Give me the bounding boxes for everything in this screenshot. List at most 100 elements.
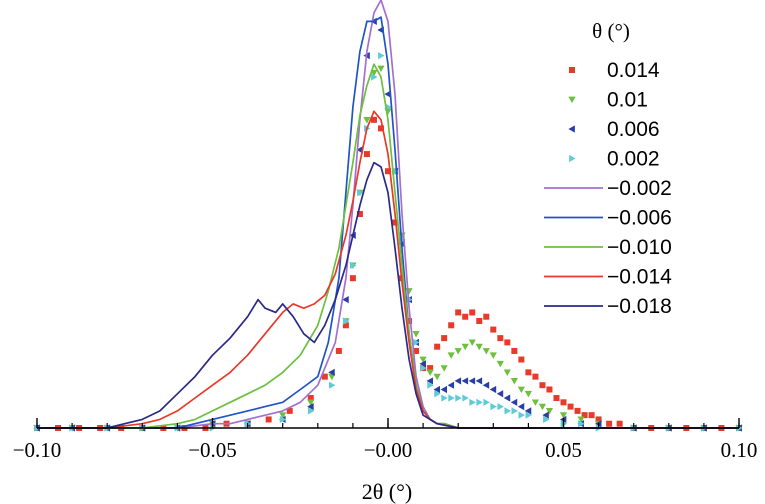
data-point bbox=[574, 407, 581, 414]
data-point bbox=[377, 125, 384, 132]
data-point bbox=[434, 343, 441, 350]
series-3 bbox=[34, 52, 743, 432]
data-point bbox=[581, 412, 588, 419]
data-point bbox=[448, 394, 455, 402]
legend-item: −0.002 bbox=[544, 177, 672, 200]
data-point bbox=[427, 365, 434, 372]
data-point bbox=[595, 416, 602, 423]
legend-title: θ (°) bbox=[592, 19, 630, 43]
data-point bbox=[511, 407, 518, 415]
data-point bbox=[517, 386, 525, 394]
x-tick-label: −0.00 bbox=[364, 438, 413, 462]
data-point bbox=[542, 411, 549, 419]
legend-item: −0.018 bbox=[544, 295, 672, 318]
data-point bbox=[265, 416, 272, 423]
data-point bbox=[307, 395, 314, 402]
data-point bbox=[532, 373, 539, 380]
x-axis: −0.10 −0.05 −0.00 0.05 0.10 bbox=[13, 418, 758, 462]
legend-swatch bbox=[568, 96, 576, 104]
data-point bbox=[482, 348, 490, 355]
data-point bbox=[441, 335, 448, 342]
legend-label: −0.006 bbox=[607, 207, 672, 230]
data-point bbox=[482, 381, 490, 389]
data-point bbox=[497, 403, 504, 411]
data-point bbox=[588, 412, 595, 419]
data-point bbox=[328, 373, 336, 381]
legend-label: 0.01 bbox=[607, 89, 648, 112]
data-point bbox=[525, 411, 532, 419]
legend-label: −0.014 bbox=[607, 266, 672, 289]
data-point bbox=[440, 385, 448, 394]
data-point bbox=[504, 407, 511, 415]
data-point bbox=[342, 322, 349, 329]
data-point bbox=[616, 420, 623, 427]
legend-item: −0.010 bbox=[544, 236, 672, 259]
data-point bbox=[476, 398, 483, 406]
data-point bbox=[363, 116, 371, 124]
series-0 bbox=[34, 116, 742, 431]
data-point bbox=[328, 381, 336, 389]
data-point bbox=[489, 352, 497, 359]
data-point bbox=[462, 313, 469, 320]
legend-label: 0.014 bbox=[607, 59, 660, 82]
data-point bbox=[490, 403, 497, 411]
legend-item: 0.01 bbox=[568, 89, 648, 112]
legend-label: −0.010 bbox=[607, 236, 672, 259]
data-point bbox=[426, 377, 433, 385]
x-tick-label: 0.10 bbox=[721, 438, 758, 462]
data-point bbox=[441, 394, 448, 402]
x-tick-label: −0.05 bbox=[188, 438, 237, 462]
legend-label: 0.006 bbox=[607, 118, 660, 141]
legend-item: −0.014 bbox=[544, 266, 672, 289]
legend-item: 0.002 bbox=[569, 148, 660, 171]
data-point bbox=[307, 407, 315, 415]
data-point bbox=[349, 275, 356, 282]
data-point bbox=[433, 373, 441, 381]
data-point bbox=[538, 403, 547, 411]
data-point bbox=[469, 398, 476, 406]
legend-item: 0.014 bbox=[569, 59, 660, 82]
data-point bbox=[497, 335, 504, 342]
data-point bbox=[377, 65, 385, 73]
data-point bbox=[524, 390, 532, 398]
data-point bbox=[476, 318, 483, 324]
data-point bbox=[356, 146, 363, 154]
data-point bbox=[545, 408, 554, 415]
data-point bbox=[371, 73, 378, 81]
legend-swatch bbox=[568, 125, 575, 133]
data-point bbox=[510, 378, 518, 385]
series-line bbox=[37, 161, 739, 429]
data-point bbox=[455, 309, 462, 316]
data-point bbox=[279, 415, 287, 424]
data-point bbox=[342, 296, 349, 304]
legend-item: 0.006 bbox=[568, 118, 660, 141]
data-point bbox=[350, 261, 357, 269]
data-point bbox=[546, 386, 553, 393]
data-point bbox=[577, 416, 585, 424]
data-point bbox=[483, 398, 490, 406]
data-point bbox=[525, 369, 532, 376]
legend-swatch bbox=[569, 154, 576, 163]
data-point bbox=[447, 381, 455, 389]
data-point bbox=[517, 403, 525, 411]
legend-label: −0.002 bbox=[607, 177, 672, 200]
legend-label: 0.002 bbox=[607, 148, 660, 171]
data-point bbox=[356, 211, 363, 217]
data-point bbox=[279, 412, 287, 419]
data-point bbox=[606, 420, 613, 427]
data-point bbox=[433, 385, 441, 394]
data-point bbox=[420, 364, 427, 372]
data-point bbox=[384, 90, 391, 98]
data-point bbox=[392, 219, 399, 226]
data-point bbox=[468, 339, 476, 346]
data-point bbox=[518, 411, 525, 419]
data-point bbox=[475, 343, 483, 351]
data-point bbox=[539, 382, 546, 389]
data-point bbox=[378, 52, 385, 60]
data-point bbox=[496, 360, 504, 368]
data-point bbox=[419, 360, 426, 368]
data-point bbox=[475, 377, 483, 385]
data-point bbox=[434, 390, 441, 398]
data-point bbox=[553, 395, 560, 402]
